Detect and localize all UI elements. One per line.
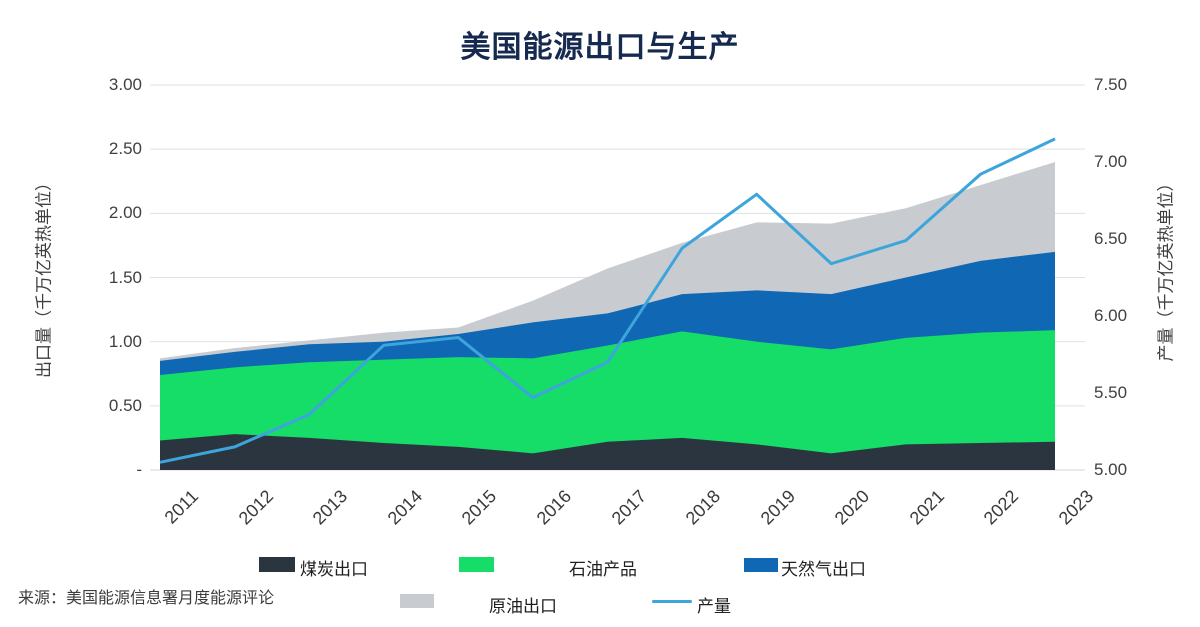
legend-swatch-petroleum-products <box>459 557 494 572</box>
legend-swatch-production-line <box>652 600 692 603</box>
legend-swatch-coal-exports <box>259 557 295 572</box>
left-axis-title: 出口量（千万亿英热单位） <box>34 174 54 378</box>
y-tick-left: - <box>136 460 142 479</box>
y-tick-right: 6.00 <box>1094 306 1128 325</box>
y-tick-right: 7.00 <box>1094 152 1128 171</box>
y-tick-left: 0.50 <box>108 395 142 415</box>
legend-swatch-crude-oil-exports <box>400 594 434 608</box>
y-tick-right: 6.50 <box>1094 229 1128 248</box>
area-coal-exports <box>160 434 1055 470</box>
y-tick-left: 3.00 <box>108 75 142 94</box>
y-tick-right: 5.00 <box>1094 460 1128 479</box>
legend-label-coal-exports: 煤炭出口 <box>300 560 368 579</box>
legend-label-crude-oil-exports: 原油出口 <box>489 597 557 616</box>
y-tick-left: 1.50 <box>108 267 142 287</box>
y-tick-left: 2.50 <box>108 139 142 159</box>
production-line <box>159 137 1056 464</box>
source-note: 来源：美国能源信息署月度能源评论 <box>18 590 275 607</box>
legend-label-petroleum-products: 石油产品 <box>569 560 637 579</box>
y-tick-left: 2.00 <box>108 203 142 223</box>
y-tick-right: 5.50 <box>1094 383 1128 402</box>
legend-swatch-natural-gas-exports <box>744 558 778 572</box>
right-axis-title: 产量（千万亿英热单位） <box>1156 174 1176 362</box>
y-tick-right: 7.50 <box>1094 75 1128 94</box>
y-tick-left: 1.00 <box>108 331 142 351</box>
legend-label-natural-gas-exports: 天然气出口 <box>781 560 866 579</box>
area-petroleum-exports <box>160 330 1055 470</box>
legend-label-production: 产量 <box>697 597 731 616</box>
chart-title: 美国能源出口与生产 <box>460 31 740 64</box>
